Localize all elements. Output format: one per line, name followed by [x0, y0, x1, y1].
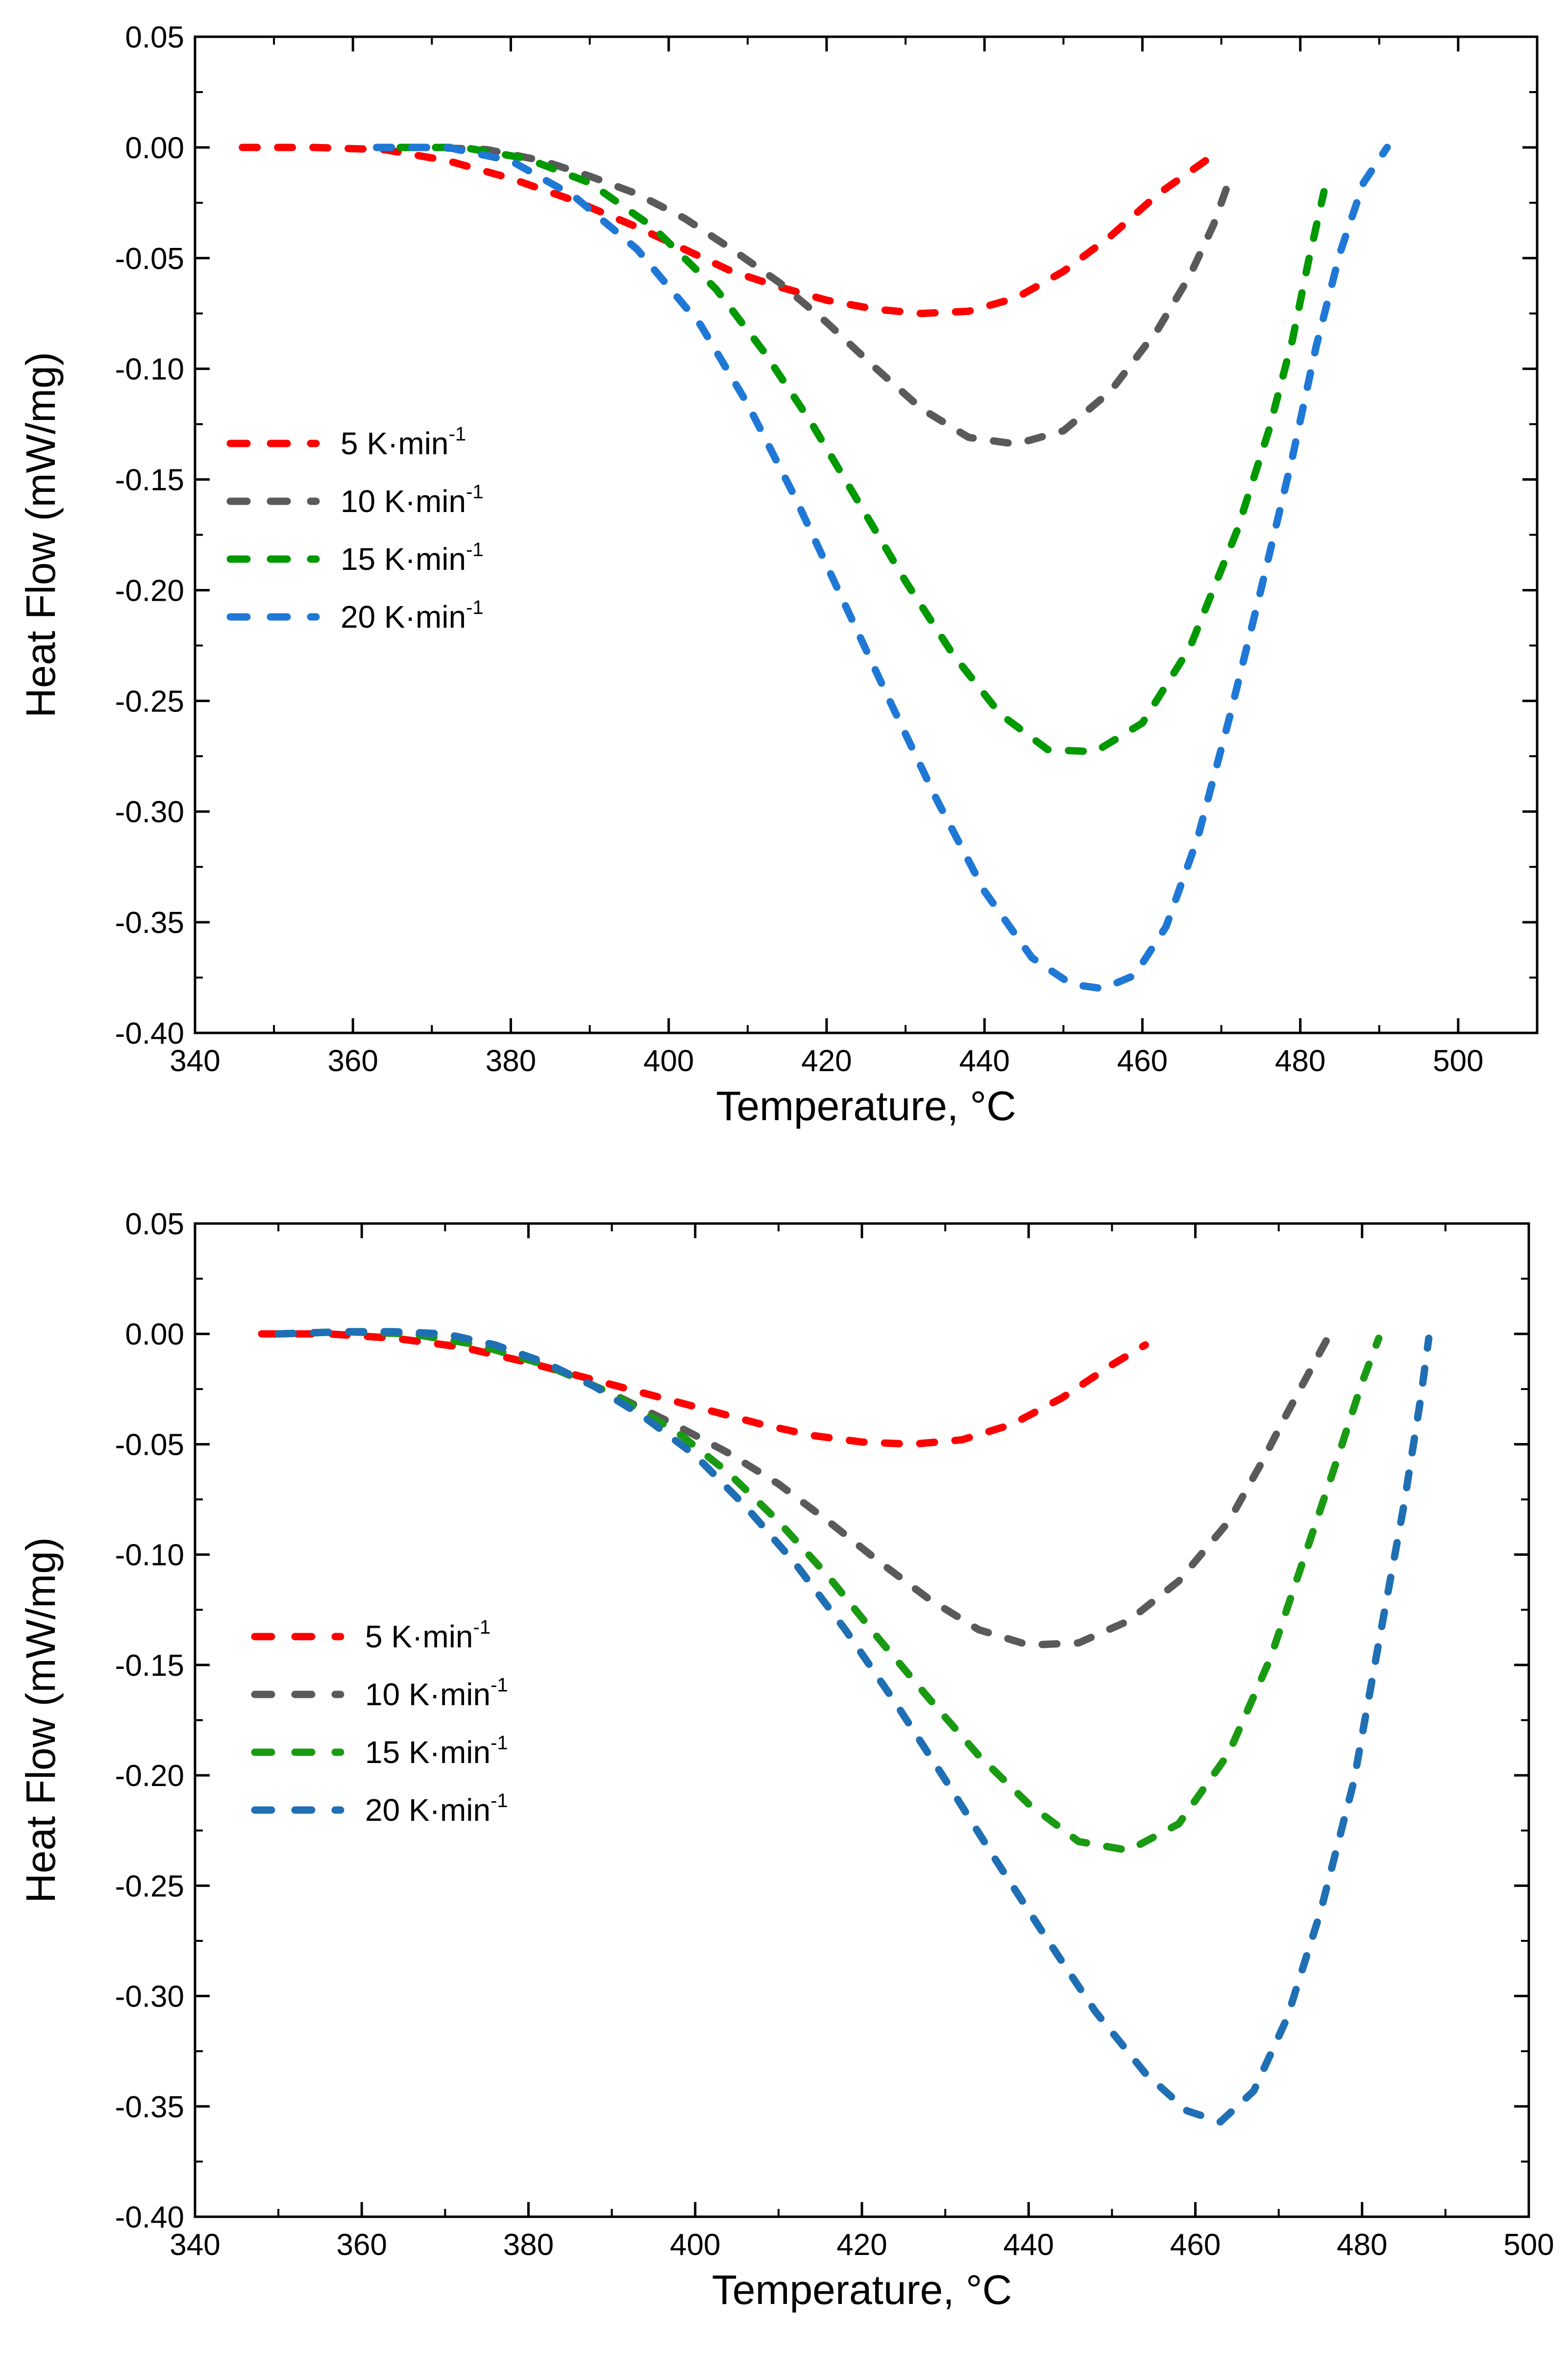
legend-label: 5 K·min-1 [341, 423, 466, 461]
x-tick-label: 500 [1433, 1044, 1483, 1078]
legend-superscript: -1 [473, 1617, 491, 1638]
legend-superscript: -1 [490, 1674, 508, 1696]
x-tick-label: 440 [959, 1044, 1009, 1078]
series-3 [274, 1328, 1383, 1854]
y-tick-label: -0.05 [115, 1428, 184, 1462]
series-line [239, 144, 1225, 318]
x-tick-label: 480 [1337, 2228, 1387, 2262]
y-tick-label: -0.05 [115, 242, 184, 276]
y-tick-label: -0.15 [115, 464, 184, 497]
x-tick-label: 420 [801, 1044, 852, 1078]
legend-label: 20 K·min-1 [365, 1790, 508, 1828]
legend-label: 10 K·min-1 [341, 481, 484, 519]
x-tick-label: 360 [328, 1044, 378, 1078]
y-tick-label: -0.25 [115, 1869, 184, 1903]
y-tick-label: -0.40 [115, 1017, 184, 1051]
series-line [274, 1328, 1383, 1854]
legend-superscript: -1 [490, 1790, 508, 1812]
y-tick-label: -0.25 [115, 685, 184, 718]
x-tick-label: 400 [670, 2228, 720, 2262]
series-line [396, 144, 1328, 756]
chart-2: 340 360 380 400 420 440 460 480 500 0.05 0.00 -0.05… [18, 1207, 1554, 2313]
series-1 [258, 1330, 1149, 1448]
legend-label: 10 K·min-1 [365, 1674, 508, 1712]
legend-superscript: -1 [449, 423, 466, 445]
x-tick-label: 360 [337, 2228, 387, 2262]
y-tick-label: 0.05 [125, 1207, 184, 1241]
y-tick-label: -0.10 [115, 1539, 184, 1572]
x-tick-label: 460 [1117, 1044, 1168, 1078]
x-axis-title: Temperature, °C [712, 2267, 1012, 2313]
x-axis-title: Temperature, °C [716, 1083, 1016, 1129]
y-tick-label: -0.35 [115, 2090, 184, 2124]
x-tick-label: 440 [1004, 2228, 1054, 2262]
x-tick-label: 340 [170, 1044, 220, 1078]
y-tick-label: -0.40 [115, 2201, 184, 2234]
series-2 [373, 144, 1233, 448]
legend-superscript: -1 [466, 481, 484, 503]
x-tick-label: 420 [836, 2228, 887, 2262]
y-tick-label: -0.20 [115, 574, 184, 608]
series-line [373, 144, 1391, 993]
y-tick-label: -0.20 [115, 1759, 184, 1793]
legend-superscript: -1 [490, 1732, 508, 1754]
legend-label: 15 K·min-1 [341, 539, 484, 577]
x-tick-label: 480 [1275, 1044, 1325, 1078]
x-tick-label: 380 [503, 2228, 554, 2262]
plot-frame [194, 35, 1539, 1034]
legend-label: 15 K·min-1 [365, 1732, 508, 1770]
x-tick-label: 400 [643, 1044, 694, 1078]
y-tick-label: -0.30 [115, 795, 184, 829]
y-tick-label: -0.30 [115, 1980, 184, 2014]
x-tick-label: 340 [170, 2228, 220, 2262]
y-tick-label: 0.05 [125, 21, 184, 54]
series-4 [373, 144, 1391, 993]
y-tick-label: -0.15 [115, 1649, 184, 1683]
x-tick-label: 500 [1503, 2228, 1554, 2262]
legend-superscript: -1 [466, 597, 484, 618]
y-tick-label: -0.35 [115, 906, 184, 940]
series-line [258, 1330, 1149, 1448]
chart-1: 340 360 380 400 420 440 460 480 500 0.05 0.00 -0.05… [18, 21, 1539, 1129]
y-tick-label: 0.00 [125, 1318, 184, 1351]
series-3 [396, 144, 1328, 756]
y-axis-title: Heat Flow (mW/mg) [18, 352, 64, 718]
legend-label: 5 K·min-1 [365, 1617, 490, 1654]
series-line [373, 144, 1233, 448]
x-tick-label: 460 [1170, 2228, 1221, 2262]
series-2 [274, 1328, 1333, 1649]
plot-frame [194, 1222, 1530, 2218]
legend-superscript: -1 [466, 539, 484, 561]
series-4 [274, 1328, 1433, 2126]
series-line [274, 1328, 1433, 2126]
y-tick-label: -0.10 [115, 353, 184, 387]
x-tick-label: 380 [486, 1044, 536, 1078]
series-line [274, 1328, 1333, 1649]
y-tick-label: 0.00 [125, 131, 184, 165]
legend-label: 20 K·min-1 [341, 597, 484, 635]
series-1 [239, 144, 1225, 318]
y-axis-title: Heat Flow (mW/mg) [18, 1537, 64, 1903]
